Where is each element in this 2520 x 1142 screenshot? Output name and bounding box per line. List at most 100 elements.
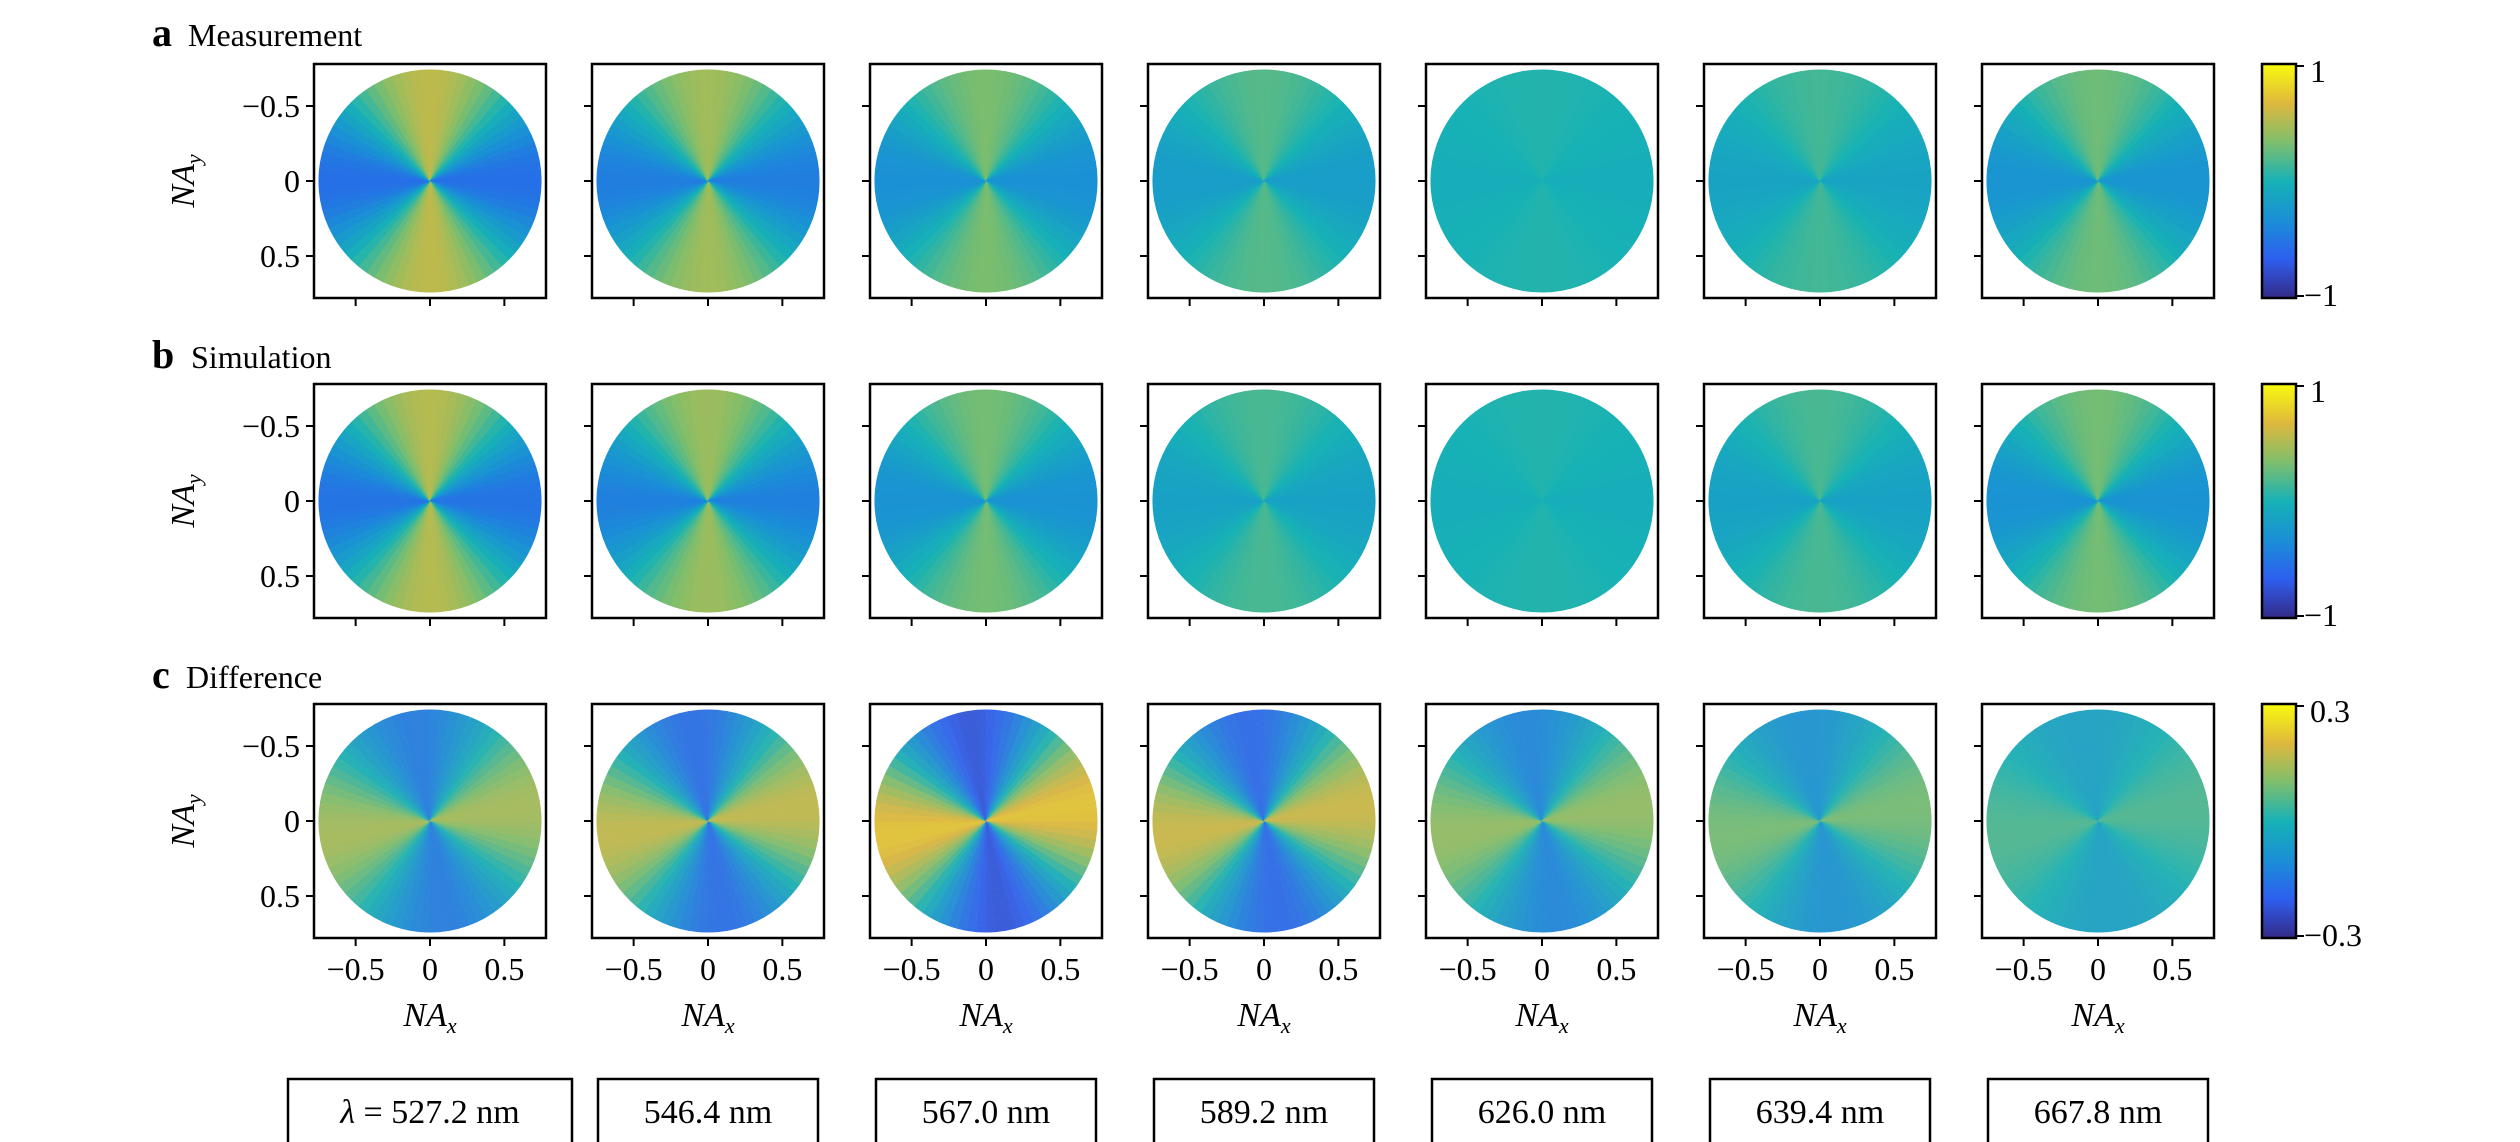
x-tick-label: −0.5 — [1717, 951, 1775, 987]
x-axis-label-sub: x — [1280, 1013, 1291, 1038]
panel-difference-6: −0.5 0 0.5 NAx — [1696, 702, 1938, 1038]
pupil-map — [874, 69, 1098, 293]
panel-measurement-7 — [1974, 62, 2216, 306]
wavelength-frame — [1430, 1077, 1654, 1142]
y-axis-label-main: NA — [165, 484, 202, 529]
panel-simulation-1: −0.5 0 0.5 NAy — [165, 382, 548, 626]
x-tick-label: −0.5 — [883, 951, 941, 987]
row-title-difference: Difference — [186, 659, 322, 695]
wavelength-box-3: 567.0 nm — [874, 1077, 1098, 1142]
x-axis-label: NAx — [1236, 997, 1290, 1038]
x-axis-label-sub: x — [446, 1013, 457, 1038]
x-tick-label: −0.5 — [1439, 951, 1497, 987]
wavelength-value: = 527.2 nm — [355, 1094, 520, 1131]
panel-measurement-6 — [1696, 62, 1938, 306]
y-axis-label: NAy — [165, 154, 206, 208]
pupil-wedge — [985, 485, 1098, 502]
panel-difference-2: −0.5 0 0.5 NAx — [584, 702, 826, 1038]
x-axis-label-sub: x — [1558, 1013, 1569, 1038]
wavelength-frame — [1152, 1077, 1376, 1142]
x-axis-label-main: NA — [958, 997, 1003, 1034]
x-tick-label: −0.5 — [1161, 951, 1219, 987]
pupil-wedge — [1819, 165, 1932, 182]
row-measurement: a Measurement — [152, 10, 362, 55]
x-tick-label: 0.5 — [1040, 951, 1080, 987]
pupil-map — [1708, 709, 1932, 933]
pupil-wedge — [1541, 165, 1654, 182]
y-tick-label: 0.5 — [260, 558, 300, 594]
x-axis-label: NAx — [680, 997, 734, 1038]
wavelength-label: λ = 527.2 nm — [339, 1094, 519, 1131]
colorbar-max-label: 1 — [2310, 373, 2326, 409]
x-tick-label: −0.5 — [327, 951, 385, 987]
colorbar-gradient — [2260, 62, 2298, 300]
colorbar-difference: 0.3 −0.3 — [2260, 693, 2362, 953]
row-difference: c Difference — [152, 652, 322, 697]
row-title-measurement: Measurement — [188, 17, 362, 53]
colorbar-measurement: 1 −1 — [2260, 53, 2338, 313]
wavelength-box-6: 639.4 nm — [1708, 1077, 1932, 1142]
pupil-map — [1152, 389, 1376, 613]
x-axis-label-sub: x — [1836, 1013, 1847, 1038]
x-tick-label: 0 — [2090, 951, 2106, 987]
wavelength-box-7: 667.8 nm — [1986, 1077, 2210, 1142]
pupil-wedge — [707, 485, 820, 502]
x-axis-label-sub: x — [2114, 1013, 2125, 1038]
x-tick-label: 0 — [1534, 951, 1550, 987]
x-tick-label: 0.5 — [484, 951, 524, 987]
wavelength-frame — [596, 1077, 820, 1142]
x-axis-label: NAx — [958, 997, 1012, 1038]
wavelength-box-4: 589.2 nm — [1152, 1077, 1376, 1142]
pupil-wedge — [1819, 485, 1932, 502]
y-tick-label: 0 — [284, 163, 300, 199]
noise-texture — [318, 709, 542, 933]
panel-letter-b: b — [152, 332, 174, 377]
noise-texture — [1152, 709, 1376, 933]
y-axis-label-sub: y — [181, 474, 206, 486]
wavelength-label: 667.8 nm — [2034, 1094, 2162, 1131]
x-tick-label: 0.5 — [1874, 951, 1914, 987]
x-axis-label-main: NA — [1236, 997, 1281, 1034]
pupil-map — [874, 709, 1098, 933]
wavelength-frame — [286, 1077, 574, 1142]
panel-simulation-3 — [862, 382, 1104, 626]
panel-simulation-5 — [1418, 382, 1660, 626]
x-tick-label: 0 — [978, 951, 994, 987]
panel-measurement-3 — [862, 62, 1104, 306]
wavelength-box-5: 626.0 nm — [1430, 1077, 1654, 1142]
x-axis-label: NAx — [1514, 997, 1568, 1038]
panel-letter-a: a — [152, 10, 172, 55]
x-axis-label-sub: x — [1002, 1013, 1013, 1038]
y-axis-label-main: NA — [165, 164, 202, 209]
wavelength-label: 626.0 nm — [1478, 1094, 1606, 1131]
colorbar-max-label: 1 — [2310, 53, 2326, 89]
wavelength-frame — [1708, 1077, 1932, 1142]
y-axis-label: NAy — [165, 474, 206, 528]
panel-measurement-1: −0.5 0 0.5 NAy — [165, 62, 548, 306]
pupil-wedge — [1263, 165, 1376, 182]
wavelength-label: 589.2 nm — [1200, 1094, 1328, 1131]
x-tick-label: 0.5 — [1596, 951, 1636, 987]
pupil-map — [596, 709, 820, 933]
x-tick-label: 0.5 — [762, 951, 802, 987]
panel-simulation-2 — [584, 382, 826, 626]
noise-texture — [874, 709, 1098, 933]
y-tick-label: 0 — [284, 803, 300, 839]
noise-texture — [1708, 709, 1932, 933]
pupil-wedge — [1541, 485, 1654, 502]
colorbar-min-label: −1 — [2304, 597, 2338, 633]
panel-measurement-2 — [584, 62, 826, 306]
noise-texture — [1986, 709, 2210, 933]
wavelength-label: 546.4 nm — [644, 1094, 772, 1131]
y-tick-label: 0 — [284, 483, 300, 519]
noise-texture — [596, 709, 820, 933]
panel-letter-c: c — [152, 652, 170, 697]
x-tick-label: 0 — [700, 951, 716, 987]
y-axis-label-sub: y — [181, 154, 206, 166]
x-tick-label: 0.5 — [1318, 951, 1358, 987]
y-tick-label: −0.5 — [242, 728, 300, 764]
colorbar-simulation: 1 −1 — [2260, 373, 2338, 633]
wavelength-frame — [1986, 1077, 2210, 1142]
